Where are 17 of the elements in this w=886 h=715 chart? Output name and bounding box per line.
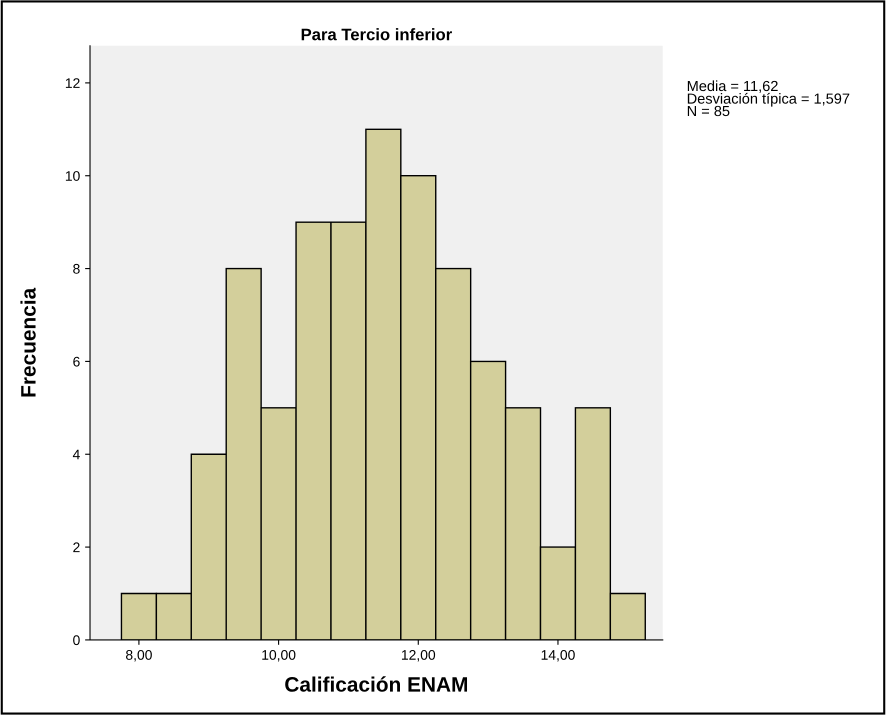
y-tick-label: 12 — [66, 78, 80, 88]
text: Desviación típica = 1,597 — [688, 92, 850, 107]
x-axis-title: Calificación ENAM — [285, 676, 468, 692]
chart-title: Para Tercio inferior — [302, 28, 452, 40]
text: N = 85 — [688, 106, 730, 116]
x-tick-label: 10,00 — [262, 650, 296, 662]
text: Media = 11,62 — [688, 80, 778, 93]
y-tick-label: 2 — [73, 542, 80, 552]
x-tick-label: 14,00 — [542, 650, 575, 662]
y-tick-label: 6 — [73, 356, 80, 367]
y-tick-label: 0 — [73, 635, 80, 646]
y-tick-label: 10 — [66, 171, 80, 181]
y-tick-label: 8 — [73, 264, 80, 274]
y-axis-title: Frecuencia — [20, 288, 36, 396]
x-tick-label: 8,00 — [126, 650, 152, 662]
x-tick-label: 12,00 — [402, 650, 436, 662]
y-tick-label: 4 — [72, 450, 80, 460]
